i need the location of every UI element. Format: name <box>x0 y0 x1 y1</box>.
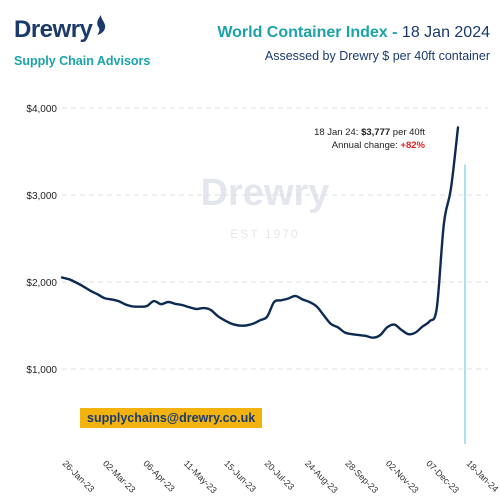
y-tick-label: $2,000 <box>26 278 57 289</box>
flame-icon <box>97 15 106 35</box>
x-tick-label: 06-Apr-23 <box>141 458 176 493</box>
watermark-sub: EST 1970 <box>230 227 299 241</box>
annotation-unit: per 40ft <box>390 127 425 138</box>
chart-title: World Container Index - 18 Jan 2024 <box>217 24 490 42</box>
title-text: World Container Index - <box>217 24 398 41</box>
x-tick-label: 20-Jul-23 <box>263 458 297 492</box>
title-date: 18 Jan 2024 <box>401 24 490 41</box>
x-tick-label: 18-Jan-24 <box>465 458 500 494</box>
x-tick-label: 28-Sep-23 <box>343 458 380 495</box>
x-tick-label: 11-May-23 <box>182 458 219 495</box>
x-tick-label: 26-Jan-23 <box>61 458 97 494</box>
y-tick-label: $3,000 <box>26 191 57 202</box>
x-tick-label: 15-Jun-23 <box>222 458 258 494</box>
x-tick-label: 02-Mar-23 <box>101 458 137 494</box>
y-tick-label: $4,000 <box>26 104 57 115</box>
annotation-value: $3,777 <box>361 127 391 138</box>
chart-subtitle: Assessed by Drewry $ per 40ft container <box>264 49 490 63</box>
x-tick-label: 07-Dec-23 <box>424 458 461 495</box>
x-tick-label: 24-Aug-23 <box>303 458 340 495</box>
annual-change-label: Annual change: <box>331 140 401 151</box>
latest-value-annotation: 18 Jan 24: $3,777 per 40ft Annual change… <box>314 126 425 152</box>
wci-series-line <box>60 126 460 339</box>
contact-email[interactable]: supplychains@drewry.co.uk <box>80 408 263 428</box>
annotation-date: 18 Jan 24: <box>314 127 362 138</box>
drewry-logo: Drewry <box>14 16 93 43</box>
header: Drewry Supply Chain Advisors World Conta… <box>0 0 500 80</box>
watermark: Drewry <box>201 172 330 214</box>
x-tick-label: 02-Nov-23 <box>384 458 421 495</box>
annual-change-value: +82% <box>400 140 425 151</box>
tagline: Supply Chain Advisors <box>14 54 151 68</box>
y-tick-label: $1,000 <box>26 365 57 376</box>
